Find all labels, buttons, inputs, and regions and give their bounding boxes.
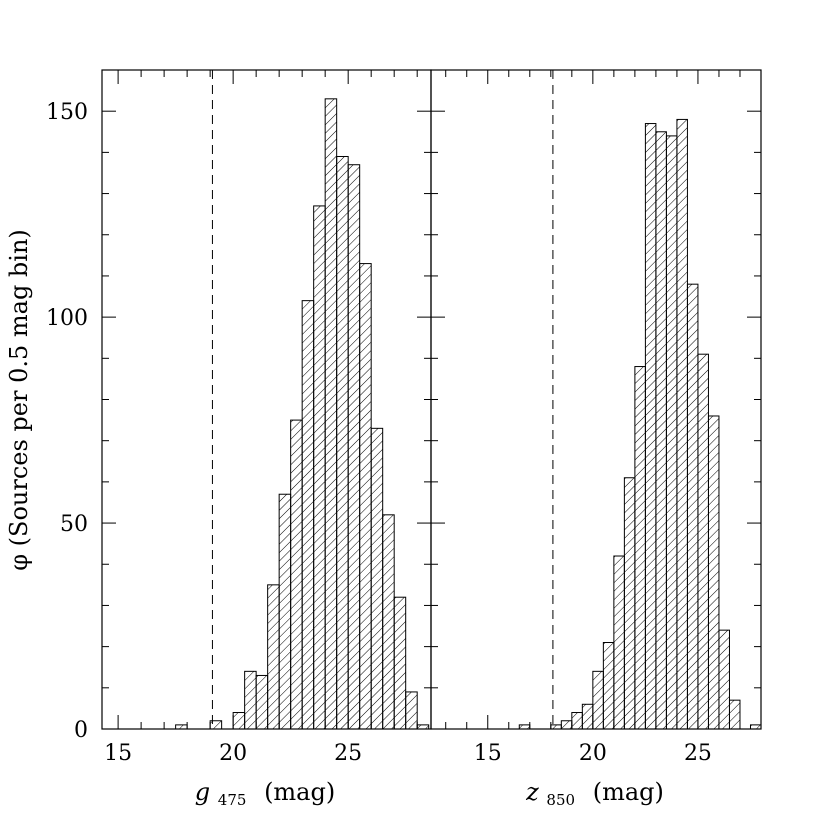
bar-right-4: [581, 703, 594, 730]
y-tick-label-0: 0: [74, 718, 88, 743]
bar-right-16: [707, 415, 720, 730]
y-tick-label-150: 150: [46, 100, 88, 125]
bar-left-15: [382, 514, 395, 730]
bar-left-2: [232, 712, 246, 730]
bar-right-2: [560, 720, 573, 730]
bar-left-8: [301, 300, 315, 730]
bar-left-11: [336, 155, 349, 730]
y-tick-label-100: 100: [46, 306, 88, 331]
bar-right-7: [613, 555, 625, 730]
y-axis-label: φ (Sources per 0.5 mag bin): [5, 229, 33, 571]
bar-right-8: [623, 477, 636, 730]
bar-left-18: [416, 724, 430, 730]
bar-right-10: [644, 123, 657, 730]
bar-right-0: [518, 724, 531, 730]
y-tick-label-50: 50: [60, 512, 88, 537]
x-tick-label-right-20: 20: [579, 741, 607, 766]
bar-left-6: [278, 493, 292, 730]
x-axis-label-left: g 475 (mag): [195, 778, 335, 811]
x-axis-label-right-main: z: [525, 778, 539, 806]
bar-right-18: [728, 699, 741, 730]
bar-left-13: [359, 263, 372, 730]
bar-right-15: [697, 353, 709, 730]
bar-left-12: [347, 164, 361, 730]
x-tick-label-left-15: 15: [104, 741, 132, 766]
bar-right-13: [676, 118, 688, 730]
bar-left-3: [244, 670, 257, 730]
x-tick-label-left-20: 20: [219, 741, 247, 766]
x-tick-label-right-15: 15: [474, 741, 502, 766]
bar-right-11: [655, 131, 667, 730]
panel-left: 15 20 25 0 50 100 150: [46, 69, 432, 766]
bar-left-5: [267, 584, 280, 730]
x-axis-label-right: z 850 (mag): [525, 778, 664, 811]
x-axis-label-left-unit: (mag): [264, 778, 335, 806]
x-axis-label-right-unit: (mag): [593, 778, 664, 806]
panel-right: 15 20 25: [430, 69, 762, 766]
bar-left-1: [209, 720, 223, 730]
bar-left-9: [313, 205, 326, 730]
bar-left-16: [393, 596, 407, 730]
x-axis-label-left-sub: 475: [218, 791, 247, 809]
bar-right-9: [634, 366, 646, 730]
bar-right-1: [550, 724, 562, 730]
bar-right-14: [686, 283, 699, 730]
bar-left-7: [290, 419, 303, 730]
bar-right-3: [571, 712, 583, 730]
bar-right-12: [665, 135, 678, 730]
bar-right-17: [718, 629, 730, 730]
x-tick-label-right-25: 25: [684, 741, 712, 766]
bar-right-5: [592, 670, 604, 730]
bar-left-17: [405, 691, 418, 730]
bar-right-6: [602, 642, 615, 730]
x-tick-label-left-25: 25: [334, 741, 362, 766]
bar-right-19: [749, 724, 762, 730]
bar-left-10: [324, 98, 338, 730]
x-axis-label-right-sub: 850: [546, 791, 575, 809]
bar-left-14: [370, 427, 384, 730]
bar-left-4: [255, 674, 269, 730]
bar-left-0: [175, 724, 188, 730]
x-axis-label-left-main: g: [195, 778, 210, 806]
